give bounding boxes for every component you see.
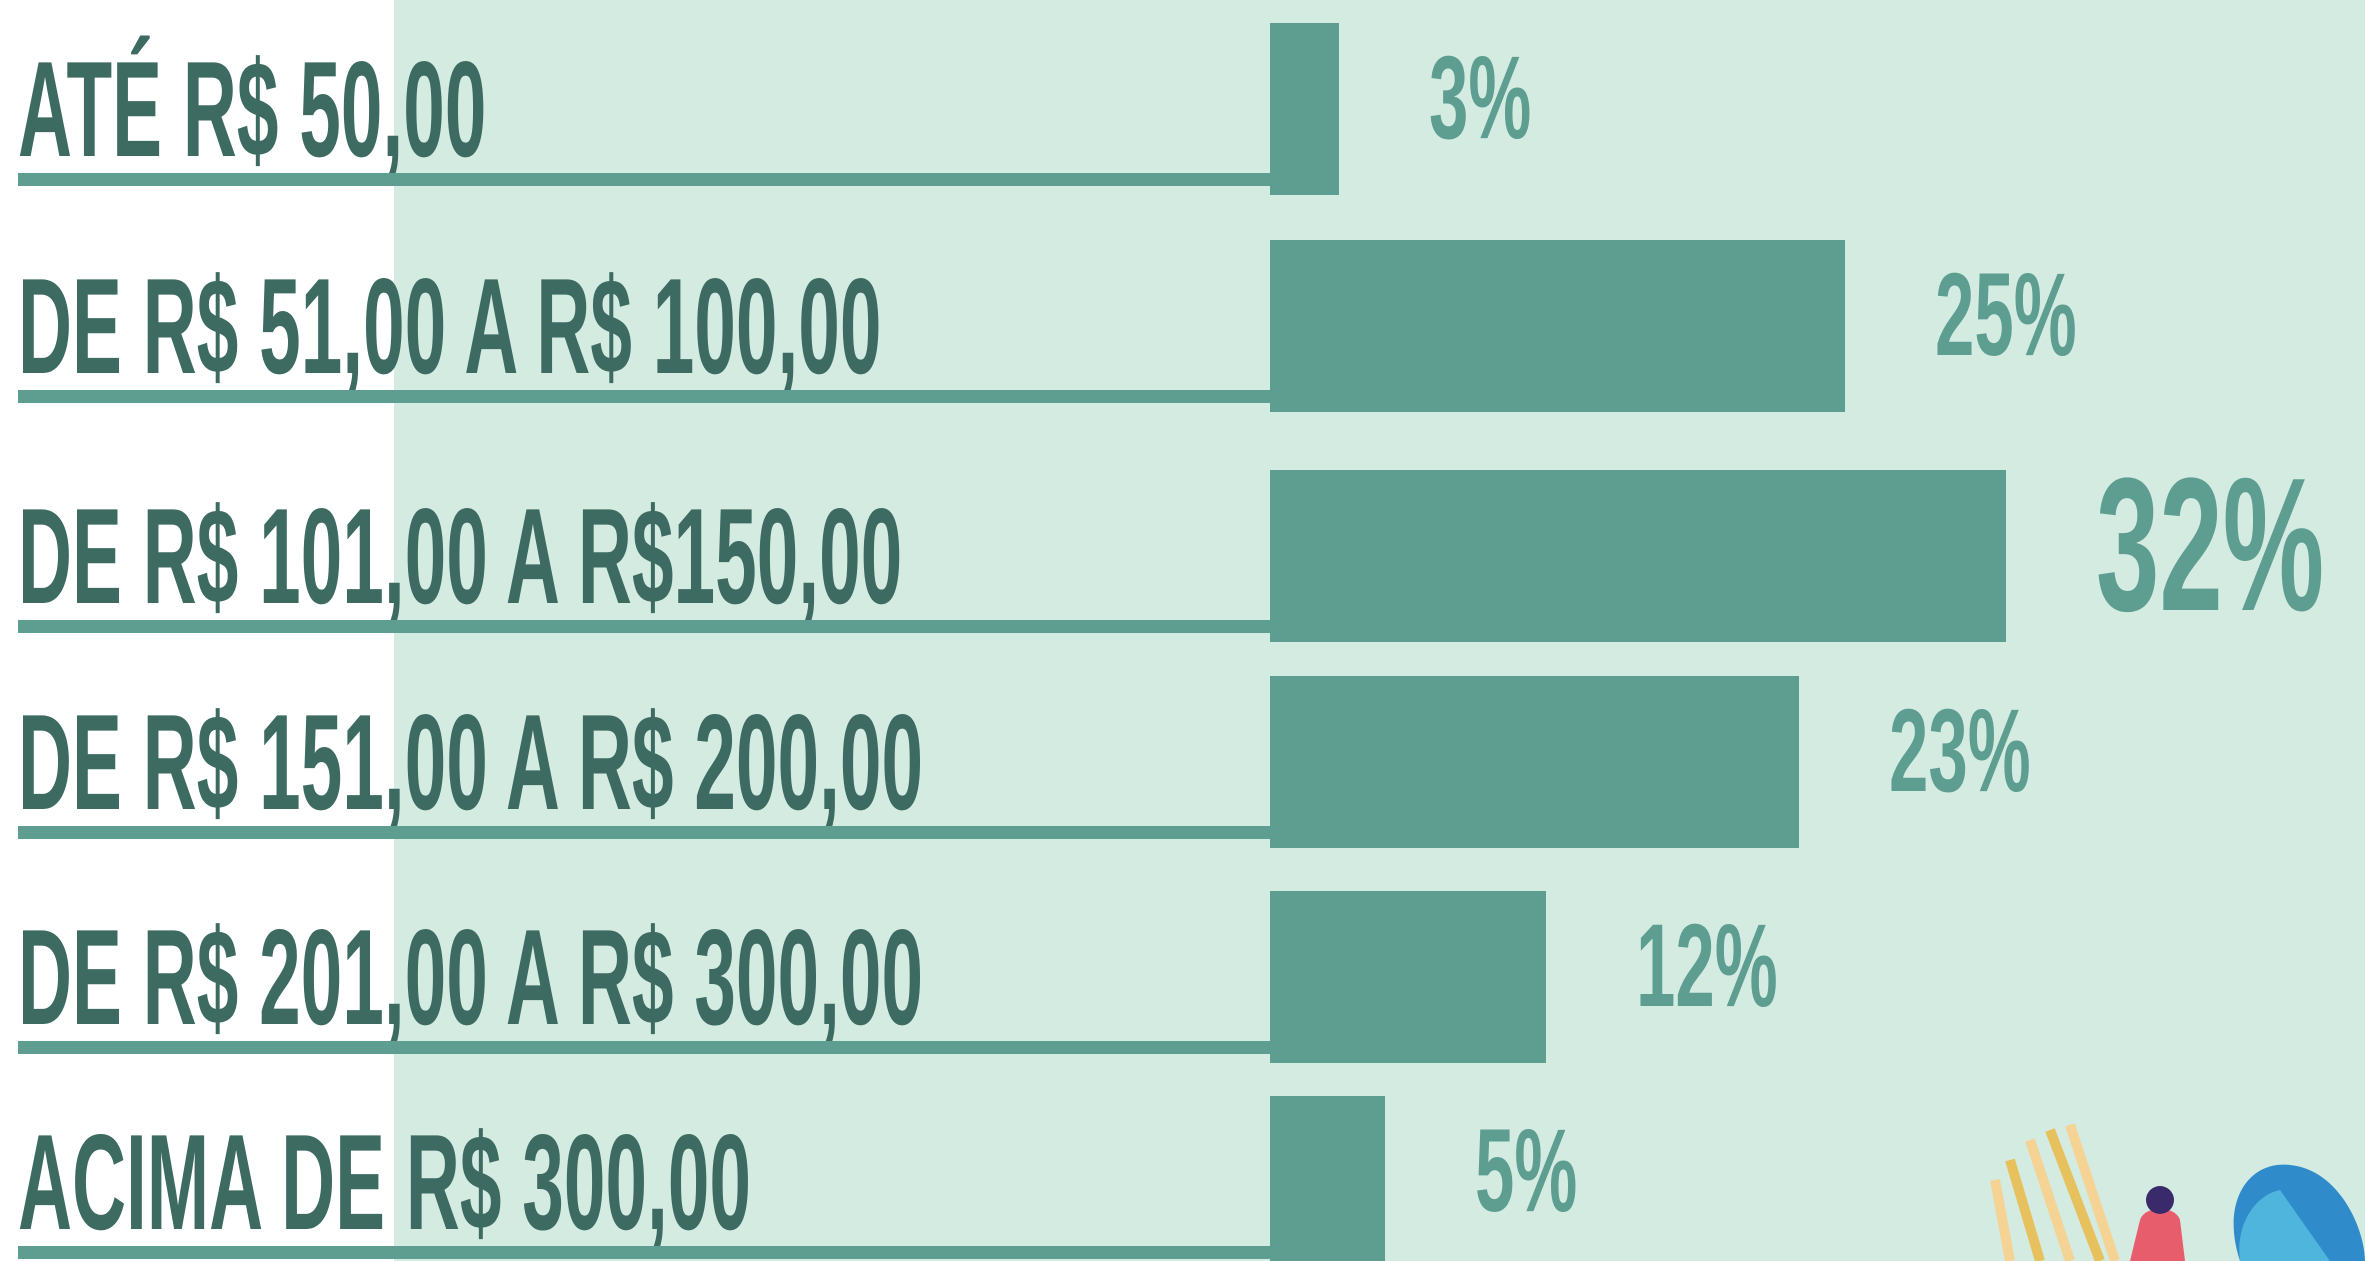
stroke [2045,1128,2105,1261]
underline [18,620,1270,633]
value-label: 3% [1429,31,1531,163]
bar [1270,891,1546,1063]
decoration [1990,1123,2365,1261]
value-label: 12% [1636,899,1778,1031]
value-label: 5% [1475,1104,1577,1236]
bar [1270,676,1799,848]
value-label: 25% [1935,248,2077,380]
stroke [2065,1123,2120,1261]
value-label: 32% [2096,439,2324,651]
underline [18,1041,1270,1054]
underline [18,826,1270,839]
figure-head [2146,1186,2174,1214]
category-label: ATÉ R$ 50,00 [18,35,486,186]
stroke [1990,1179,2015,1261]
category-label: DE R$ 51,00 A R$ 100,00 [18,252,881,403]
value-label: 23% [1889,684,2031,816]
bar [1270,1096,1385,1261]
stroke [2025,1138,2075,1261]
bar [1270,240,1845,412]
underline [18,390,1270,403]
category-label: ACIMA DE R$ 300,00 [18,1108,751,1259]
category-label: DE R$ 151,00 A R$ 200,00 [18,688,923,839]
category-label: DE R$ 101,00 A R$150,00 [18,482,902,633]
blob-light [2239,1190,2330,1261]
category-label: DE R$ 201,00 A R$ 300,00 [18,903,923,1054]
underline [18,173,1270,186]
underline [18,1246,1270,1259]
figure [2130,1208,2185,1261]
bar [1270,23,1339,195]
stroke [2005,1158,2045,1261]
bar [1270,470,2006,642]
